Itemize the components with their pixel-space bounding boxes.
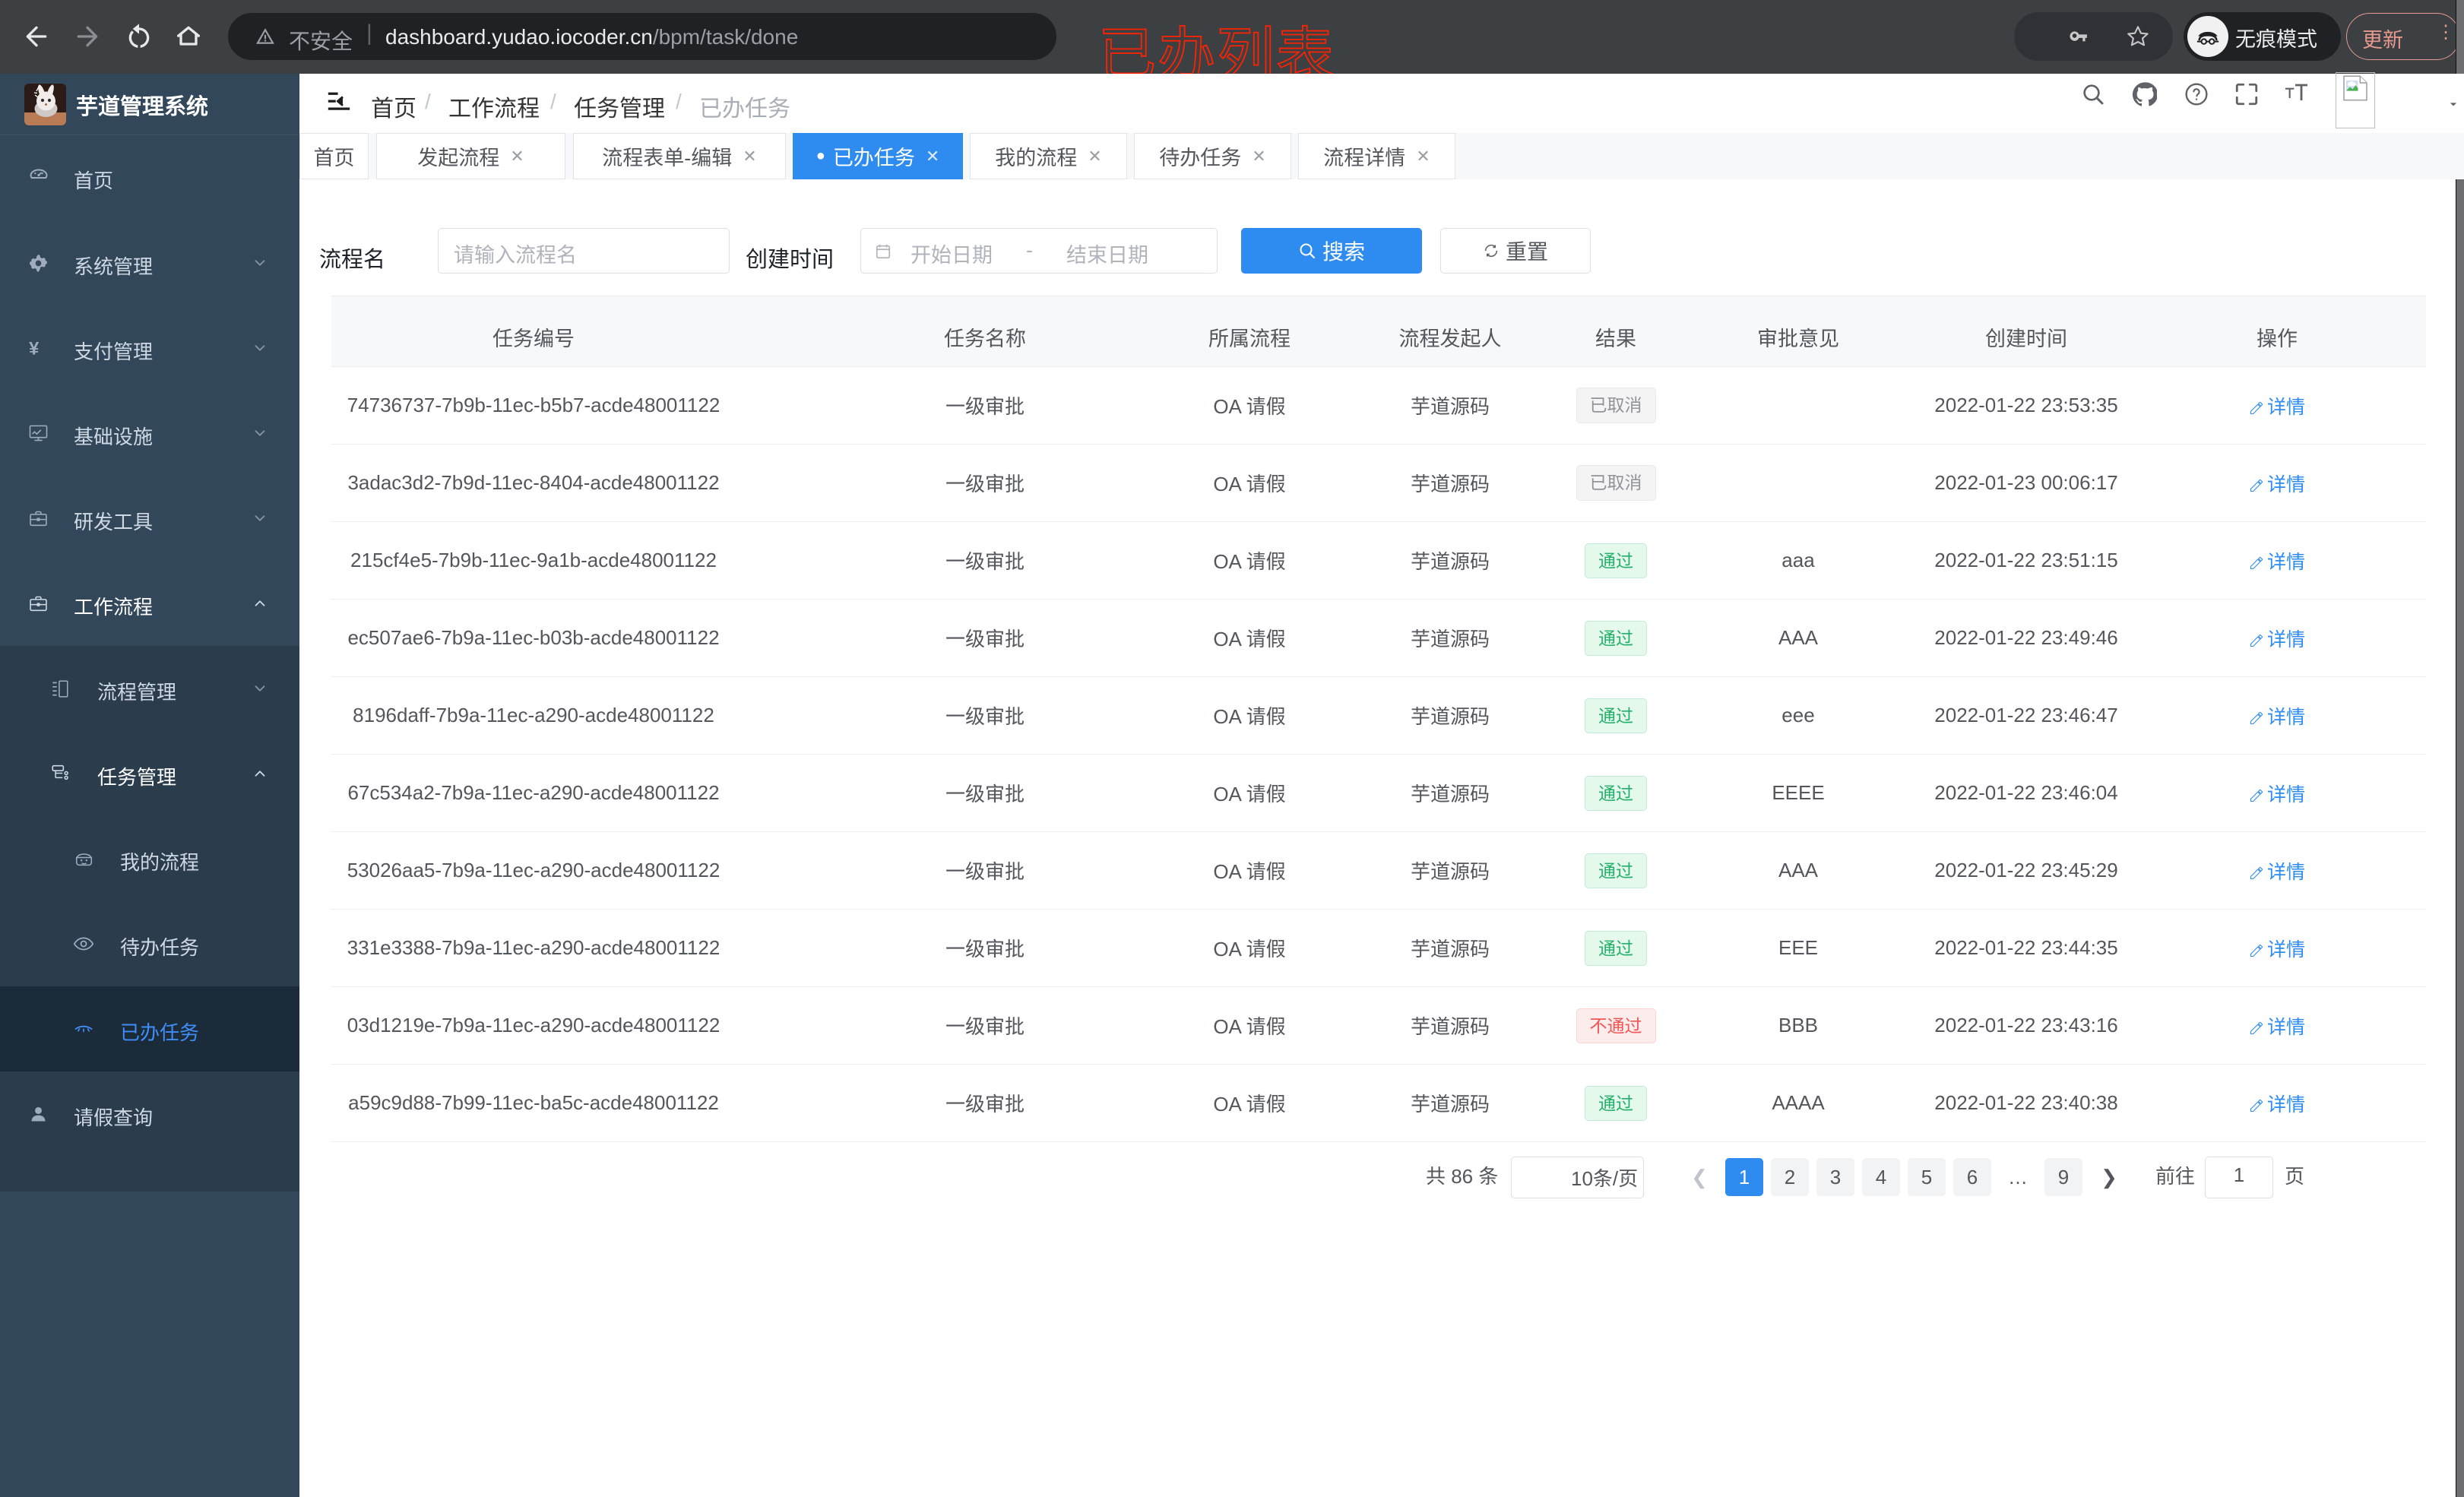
svg-text:¥: ¥ bbox=[29, 339, 40, 359]
